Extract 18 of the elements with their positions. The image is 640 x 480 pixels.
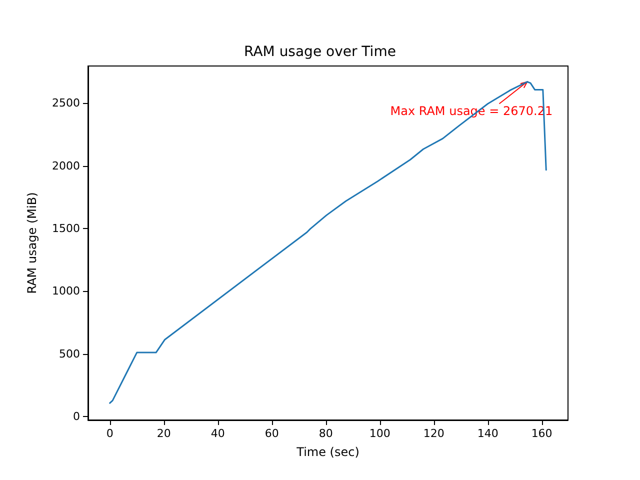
x-tick-label: 60: [264, 427, 279, 440]
y-axis-title: RAM usage (MiB): [25, 192, 39, 294]
x-tick-label: 20: [156, 427, 171, 440]
x-tick-label: 80: [318, 427, 333, 440]
chart-title: RAM usage over Time: [244, 44, 396, 60]
y-tick-label: 2000: [52, 159, 80, 172]
x-tick-label: 100: [369, 427, 390, 440]
x-tick-label: 160: [531, 427, 552, 440]
y-tick-label: 1000: [52, 284, 80, 298]
y-tick-label: 1500: [52, 222, 80, 235]
x-axis-title: Time (sec): [296, 445, 360, 459]
y-tick-label: 500: [59, 347, 80, 360]
x-tick-label: 120: [423, 427, 444, 440]
y-tick-label: 0: [73, 410, 80, 423]
y-tick-label: 2500: [52, 96, 80, 110]
x-tick-label: 140: [477, 427, 498, 440]
x-tick-label: 40: [210, 427, 225, 440]
x-tick-label: 0: [106, 427, 114, 440]
